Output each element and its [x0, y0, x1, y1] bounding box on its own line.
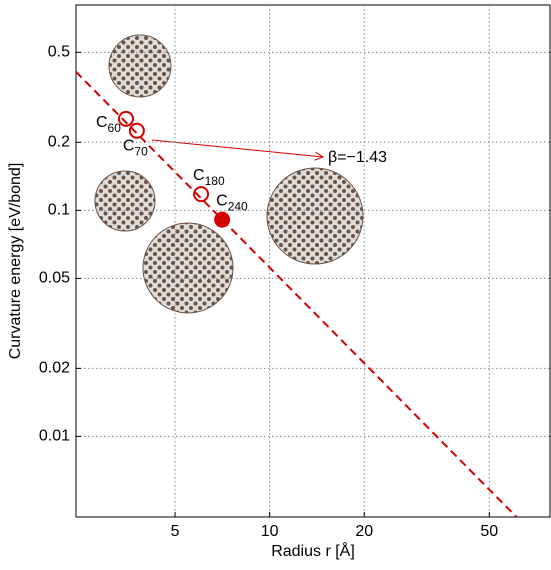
y-axis-label: Curvature energy [eV/bond] [7, 163, 24, 360]
y-tick-label: 0.5 [48, 44, 70, 61]
x-axis-label: Radius r [Å] [271, 541, 355, 560]
point-label: C60 [96, 114, 121, 135]
x-tick-label: 10 [261, 523, 279, 540]
x-tick-label: 20 [355, 523, 373, 540]
point-label: C70 [123, 138, 148, 159]
y-tick-label: 0.02 [39, 360, 70, 377]
x-tick-label: 5 [171, 523, 180, 540]
y-tick-label: 0.1 [48, 202, 70, 219]
y-tick-label: 0.2 [48, 134, 70, 151]
x-tick-label: 50 [480, 523, 498, 540]
point [128, 122, 145, 139]
point-label: C180 [193, 167, 225, 188]
fullerene-images [94, 34, 364, 314]
annotation: β=−1.43 [328, 149, 387, 166]
y-tick-label: 0.01 [39, 428, 70, 445]
point [193, 186, 210, 203]
plot-frame [75, 4, 551, 518]
y-tick-label: 0.05 [39, 270, 70, 287]
point [117, 110, 134, 127]
fit-line [75, 71, 518, 518]
annotation-arrow [151, 139, 323, 157]
point-label: C240 [216, 193, 248, 214]
